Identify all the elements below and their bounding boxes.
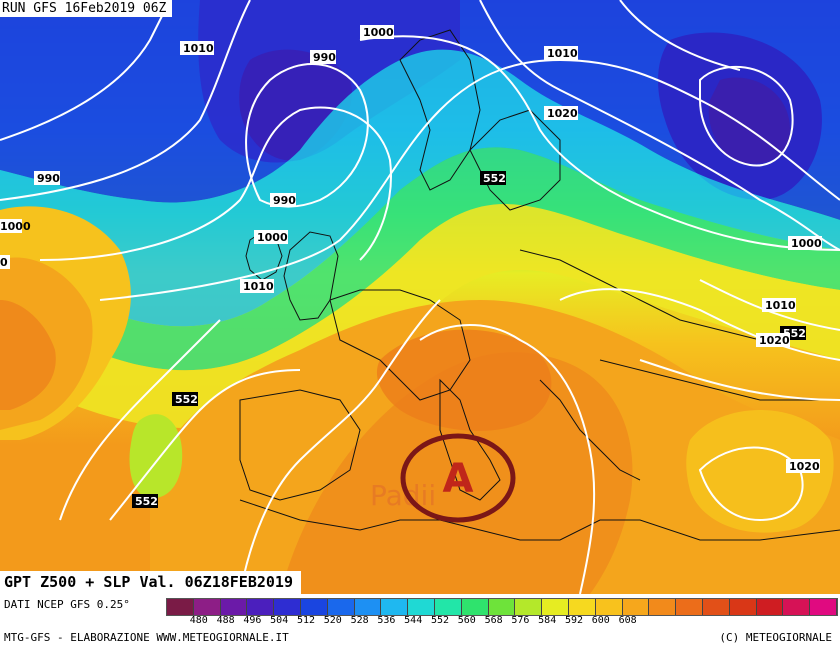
legend-swatch [756, 599, 784, 615]
isobar-label: 1000 [363, 26, 394, 39]
isobar-label: 1010 [183, 42, 214, 55]
legend-swatch [300, 599, 328, 615]
legend-swatch [810, 599, 837, 615]
isobar-label: 0 [0, 256, 8, 269]
legend-tick-label: 504 [270, 615, 289, 626]
data-source-label: DATI NCEP GFS 0.25° [4, 598, 130, 611]
isobar-label-box [756, 333, 790, 347]
legend-swatch [220, 599, 248, 615]
isobar-label: 1010 [243, 280, 274, 293]
legend-swatch [193, 599, 221, 615]
isobar-label-box [480, 171, 506, 185]
isobar-label: 552 [135, 495, 158, 508]
isobar-label: 1020 [759, 334, 790, 347]
isobar-label-box [254, 230, 288, 244]
legend-tick-label: 528 [350, 615, 369, 626]
band-green [0, 147, 840, 371]
high-pressure-marker: A [443, 456, 474, 502]
legend-tick-label: 608 [618, 615, 637, 626]
legend-swatch [702, 599, 730, 615]
coastlines [239, 29, 840, 541]
legend-swatch [408, 599, 435, 615]
legend-tick-label: 584 [538, 615, 557, 626]
legend-swatch [595, 599, 623, 615]
isobar-label-box [132, 494, 158, 508]
legend-swatch [354, 599, 382, 615]
legend-swatch [381, 599, 409, 615]
isobar-label-box [788, 236, 822, 250]
isobar-label: 990 [37, 172, 60, 185]
isobar-label-box [762, 298, 796, 312]
east-med-patch [686, 410, 834, 533]
legend-tick-label: 480 [189, 615, 208, 626]
legend-tick-label: 488 [216, 615, 235, 626]
run-label: RUN GFS 16Feb2019 06Z [0, 0, 173, 17]
band-cyan [0, 49, 840, 327]
isobar-label-box [34, 171, 60, 185]
legend-swatch [729, 599, 757, 615]
isobar-label-box [544, 106, 578, 120]
isobar-label-box [240, 279, 274, 293]
legend-swatch [247, 599, 275, 615]
isobar-label-box [172, 392, 198, 406]
legend-swatch [434, 599, 462, 615]
isobar-label: 990 [273, 194, 296, 207]
legend-swatch [274, 599, 301, 615]
legend-swatch [167, 599, 194, 615]
legend-swatch [327, 599, 355, 615]
isobar-label-box [0, 219, 22, 233]
isobar-label: 1010 [547, 47, 578, 60]
legend-swatch [622, 599, 650, 615]
legend-swatch [649, 599, 677, 615]
map-canvas: 1010 1000 990 1010 1020 990 990 1000 100… [0, 0, 840, 594]
isobar-label-box [786, 459, 820, 473]
high-pressure-circle [400, 433, 516, 523]
legend-swatch [783, 599, 811, 615]
legend-tick-label: 568 [484, 615, 503, 626]
isobar-label: 1000 [791, 237, 822, 250]
legend-tick-label: 512 [296, 615, 316, 626]
legend-tick-label: 536 [377, 615, 396, 626]
isobar-label-box [310, 50, 336, 64]
legend-tick-label: 560 [457, 615, 476, 626]
map-title: GPT Z500 + SLP Val. 06Z18FEB2019 [0, 571, 301, 594]
isobars [0, 0, 840, 594]
legend-swatch [568, 599, 596, 615]
legend-tick-label: 592 [564, 615, 584, 626]
isobar-labels: 1010 1000 990 1010 1020 990 990 1000 100… [0, 25, 822, 508]
isobar-label-box [180, 41, 214, 55]
weather-map: 1010 1000 990 1010 1020 990 990 1000 100… [0, 0, 840, 594]
legend-tick-label: 552 [430, 615, 450, 626]
isobar-label: 1020 [789, 460, 820, 473]
isobar-label-box [360, 25, 394, 39]
isobar-label: 990 [313, 51, 336, 64]
isobar-label-box [270, 193, 296, 207]
legend-swatch [461, 599, 489, 615]
isobar-label: 1020 [547, 107, 578, 120]
isobar-label: 552 [175, 393, 198, 406]
ridge-europe-core [280, 352, 633, 594]
legend-tick-label: 520 [323, 615, 342, 626]
color-legend-bar [166, 598, 838, 616]
legend-swatch [488, 599, 516, 615]
isobar-label: 1000 [257, 231, 288, 244]
credit-left: MTG-GFS - ELABORAZIONE WWW.METEOGIORNALE… [4, 631, 289, 644]
legend-tick-label: 496 [243, 615, 262, 626]
isobar-label: 1000 [0, 220, 31, 233]
ridge-atlantic-max [0, 300, 56, 410]
legend-tick-label: 600 [591, 615, 610, 626]
low-core-northeast [708, 77, 790, 164]
color-legend-ticks: 480 488 496 504 512 520 528 536 544 552 560 568 576 5… [166, 615, 838, 629]
legend-swatch [676, 599, 703, 615]
legend-tick-label: 544 [404, 615, 423, 626]
ridge-europe-max [376, 329, 552, 431]
legend-swatch [515, 599, 543, 615]
credit-right: (C) METEOGIORNALE [719, 631, 832, 644]
legend-tick-label: 576 [511, 615, 530, 626]
isobar-label-box [544, 46, 578, 60]
isobar-label: 1010 [765, 299, 796, 312]
legend-swatch [542, 599, 569, 615]
isobar-label-box [0, 255, 10, 269]
isobar-label: 552 [483, 172, 506, 185]
